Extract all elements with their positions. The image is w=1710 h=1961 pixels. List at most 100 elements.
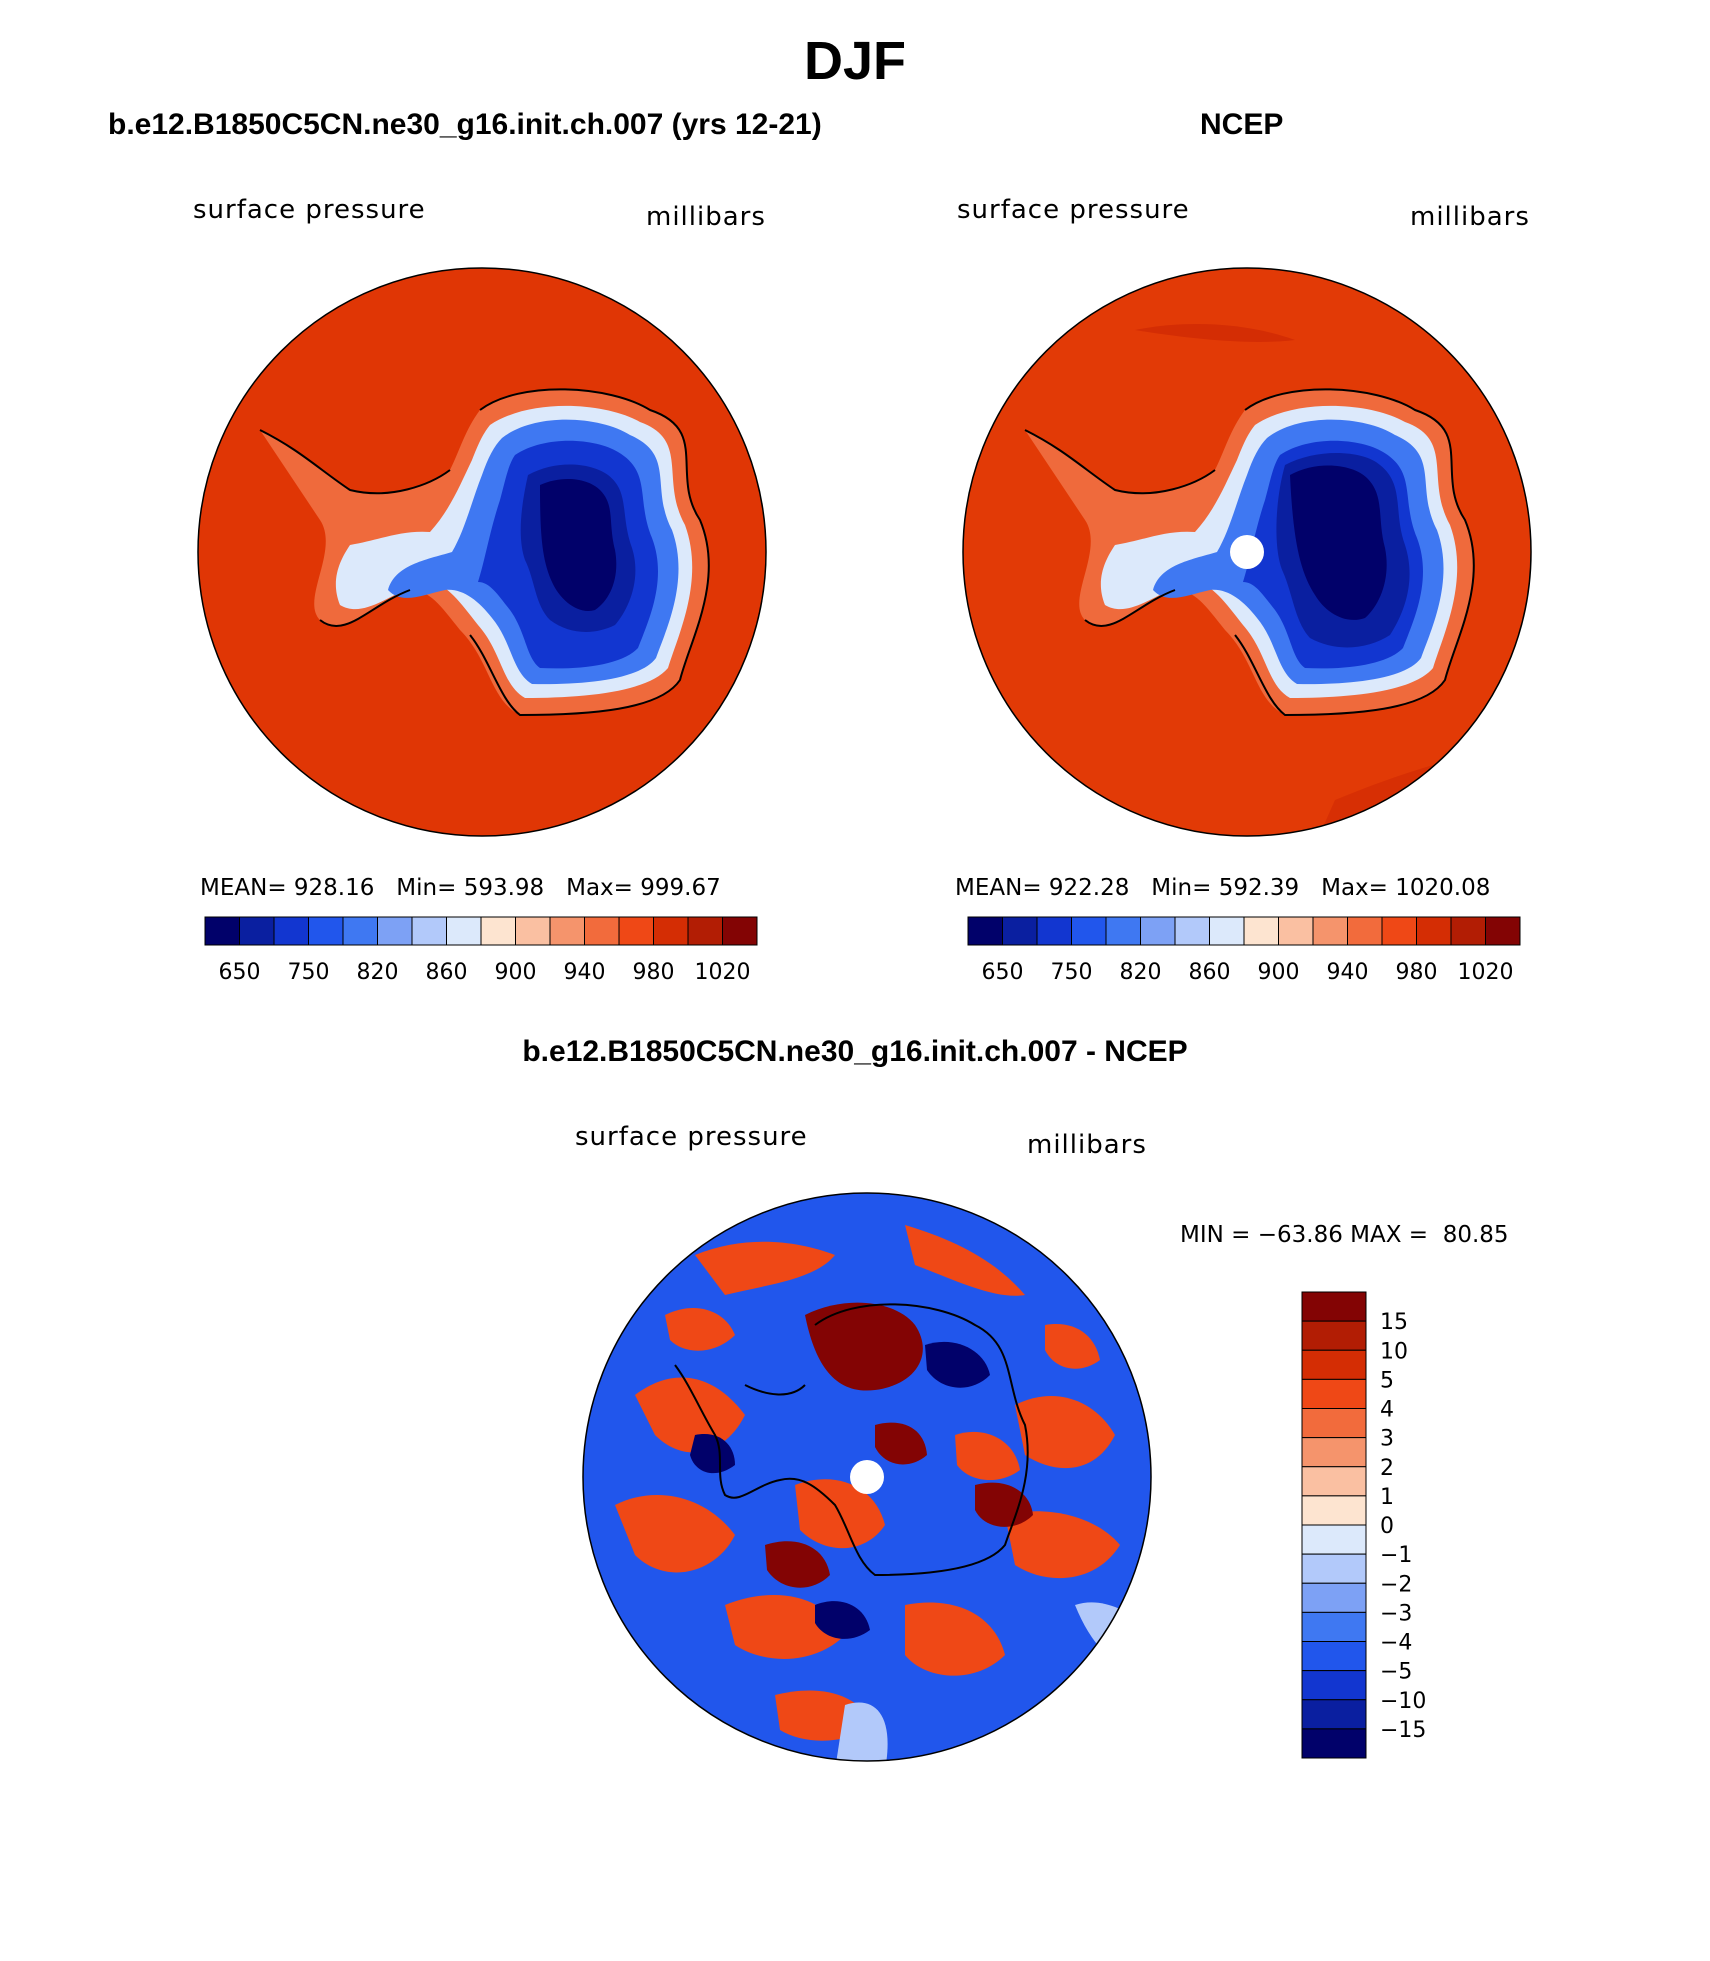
model-colorbar-swatch [377,916,413,946]
diff-colorbar-label: −1 [1380,1543,1412,1568]
model-colorbar-swatch [653,916,689,946]
diff-colorbar-swatch [1301,1291,1367,1322]
obs-colorbar-swatch [1450,916,1486,946]
diff-colorbar-swatch [1301,1582,1367,1613]
diff-colorbar-swatch [1301,1611,1367,1642]
diff-units-label: millibars [1027,1130,1147,1160]
model-colorbar-swatch [549,916,585,946]
obs-colorbar-label: 940 [1327,960,1369,985]
model-units-label: millibars [646,202,766,232]
diff-colorbar-label: 0 [1380,1514,1394,1539]
model-colorbar-swatch [342,916,378,946]
model-stats: MEAN= 928.16 Min= 593.98 Max= 999.67 [200,875,721,901]
diff-map-border [582,1192,1152,1762]
obs-colorbar-swatch [1485,916,1521,946]
obs-colorbar-swatch [1209,916,1245,946]
obs-colorbar-swatch [1174,916,1210,946]
model-panel-title: b.e12.B1850C5CN.ne30_g16.init.ch.007 (yr… [108,108,822,141]
diff-colorbar-swatch [1301,1378,1367,1409]
diff-colorbar-label: 4 [1380,1398,1394,1423]
diff-colorbar-swatch [1301,1320,1367,1351]
diff-colorbar-swatch [1301,1670,1367,1701]
diff-colorbar-swatch [1301,1641,1367,1672]
diff-panel-title: b.e12.B1850C5CN.ne30_g16.init.ch.007 - N… [522,1035,1188,1068]
diff-colorbar-label: 3 [1380,1427,1394,1452]
diff-polar-map [582,1192,1152,1762]
obs-panel-title: NCEP [1200,108,1284,141]
model-polar-map [197,267,767,837]
model-colorbar-swatch [308,916,344,946]
model-colorbar-swatch [722,916,758,946]
model-colorbar-label: 940 [564,960,606,985]
obs-colorbar-label: 980 [1396,960,1438,985]
diff-colorbar-label: −15 [1380,1718,1426,1743]
diff-colorbar-swatch [1301,1495,1367,1526]
obs-colorbar-label: 900 [1258,960,1300,985]
diff-colorbar-swatch [1301,1728,1367,1759]
model-colorbar-label: 980 [633,960,675,985]
obs-units-label: millibars [1410,202,1530,232]
obs-colorbar-swatch [1071,916,1107,946]
diff-colorbar-swatch [1301,1437,1367,1468]
diff-colorbar-label: −4 [1380,1631,1412,1656]
obs-colorbar-label: 860 [1189,960,1231,985]
obs-colorbar: 650 750 820 860 900 940 980 1020 [967,916,1521,985]
model-colorbar-swatch [446,916,482,946]
obs-colorbar-swatch [1036,916,1072,946]
obs-colorbar-label: 650 [982,960,1024,985]
obs-colorbar-swatch [1278,916,1314,946]
obs-stats: MEAN= 922.28 Min= 592.39 Max= 1020.08 [955,875,1491,901]
obs-colorbar-swatch [1002,916,1038,946]
obs-colorbar-swatch [1347,916,1383,946]
diff-colorbar-label: 1 [1380,1485,1394,1510]
diff-colorbar-swatch [1301,1699,1367,1730]
diff-colorbar-label: −10 [1380,1689,1426,1714]
model-colorbar-swatch [618,916,654,946]
obs-colorbar-swatch [967,916,1003,946]
model-colorbar: 650 750 820 860 900 940 980 1020 [204,916,758,985]
obs-colorbar-swatch [1312,916,1348,946]
model-colorbar-swatch [204,916,240,946]
obs-variable-label: surface pressure [957,195,1190,225]
diff-colorbar-label: 5 [1380,1368,1394,1393]
model-colorbar-swatch [480,916,516,946]
model-colorbar-label: 900 [495,960,537,985]
diff-colorbar-swatch [1301,1466,1367,1497]
model-colorbar-swatch [411,916,447,946]
model-colorbar-label: 860 [426,960,468,985]
diff-colorbar-swatch [1301,1553,1367,1584]
model-colorbar-label: 650 [219,960,261,985]
obs-colorbar-swatch [1416,916,1452,946]
obs-colorbar-swatch [1243,916,1279,946]
diff-colorbar-swatch [1301,1524,1367,1555]
main-title: DJF [803,31,906,91]
diff-pole-mask [850,1460,884,1494]
diff-minmax: MIN = −63.86 MAX = 80.85 [1180,1222,1509,1248]
diff-colorbar-label: 15 [1380,1310,1408,1335]
obs-colorbar-label: 820 [1120,960,1162,985]
model-variable-label: surface pressure [193,195,426,225]
model-colorbar-swatch [273,916,309,946]
model-colorbar-label: 820 [357,960,399,985]
obs-colorbar-swatch [1140,916,1176,946]
obs-colorbar-label: 750 [1051,960,1093,985]
obs-pole-mask [1230,535,1264,569]
diff-colorbar-label: 10 [1380,1339,1408,1364]
diff-colorbar-label: −3 [1380,1601,1412,1626]
obs-colorbar-label: 1020 [1458,960,1514,985]
diff-variable-label: surface pressure [575,1122,808,1152]
model-colorbar-swatch [584,916,620,946]
obs-map-border [962,267,1532,837]
model-colorbar-swatch [515,916,551,946]
obs-polar-map [962,267,1532,837]
model-colorbar-swatch [687,916,723,946]
diff-colorbar-swatch [1301,1349,1367,1380]
model-colorbar-label: 1020 [695,960,751,985]
obs-colorbar-swatch [1381,916,1417,946]
obs-colorbar-swatch [1105,916,1141,946]
diff-colorbar-swatch [1301,1408,1367,1439]
model-colorbar-swatch [239,916,275,946]
diff-colorbar-label: −5 [1380,1660,1412,1685]
model-map-border [197,267,767,837]
